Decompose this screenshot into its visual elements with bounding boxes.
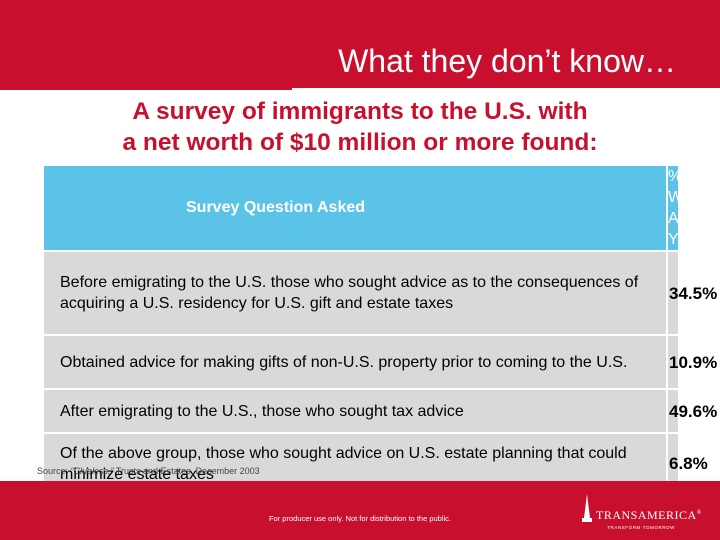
- survey-table: Survey Question Asked % Who Answered Yes…: [44, 166, 720, 493]
- header-divider: [292, 88, 720, 90]
- percent-header-line-2: Answered Yes: [668, 210, 720, 248]
- question-cell: Before emigrating to the U.S. those who …: [44, 250, 667, 335]
- percent-cell: 49.6%: [666, 388, 717, 433]
- percent-cell: 10.9%: [666, 334, 717, 389]
- table-header-row: Survey Question Asked % Who Answered Yes: [44, 166, 720, 251]
- source-prefix: Source:: [37, 466, 71, 476]
- footer-disclaimer: For producer use only. Not for distribut…: [268, 514, 452, 523]
- percent-cell: 6.8%: [666, 432, 708, 493]
- brand-logo: TRANSAMERICA®: [596, 508, 702, 523]
- source-citation: Source: “Clueless,” Trusts and Estates, …: [37, 466, 260, 476]
- percent-header-line-1: % Who: [668, 168, 701, 206]
- table-row: After emigrating to the U.S., those who …: [44, 388, 717, 433]
- percent-cell: 34.5%: [666, 250, 717, 335]
- table-row: Before emigrating to the U.S. those who …: [44, 250, 717, 335]
- question-cell: After emigrating to the U.S., those who …: [44, 388, 667, 433]
- question-cell: Obtained advice for making gifts of non-…: [44, 334, 667, 389]
- footer-bar: [0, 481, 720, 540]
- subtitle-line-1: A survey of immigrants to the U.S. with: [132, 98, 588, 125]
- table-row: Of the above group, those who sought adv…: [44, 432, 708, 493]
- source-publication: “Clueless,”: [70, 466, 114, 476]
- slide-subtitle: A survey of immigrants to the U.S. with …: [0, 96, 720, 158]
- pyramid-logo-icon: [582, 494, 592, 522]
- trademark-symbol: ®: [696, 510, 702, 516]
- question-column-header: Survey Question Asked: [44, 166, 667, 251]
- slide-title: What they don’t know…: [338, 43, 676, 79]
- percent-column-header: % Who Answered Yes: [666, 166, 720, 251]
- header-bar: [0, 0, 720, 90]
- table-row: Obtained advice for making gifts of non-…: [44, 334, 717, 389]
- source-suffix: Trusts and Estates, December 2003: [113, 466, 260, 476]
- question-cell: Of the above group, those who sought adv…: [44, 432, 667, 493]
- subtitle-line-2: a net worth of $10 million or more found…: [122, 129, 598, 156]
- brand-name: TRANSAMERICA: [596, 508, 697, 522]
- brand-tagline: TRANSFORM TOMORROW: [607, 525, 676, 530]
